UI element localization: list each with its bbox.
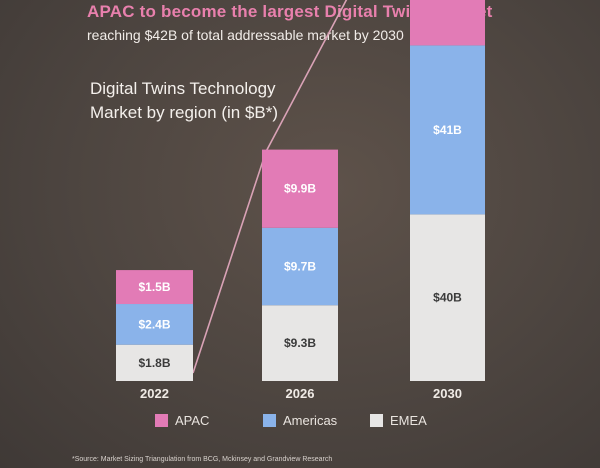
data-label-emea-2022: $1.8B bbox=[138, 356, 170, 370]
headline: APAC to become the largest Digital Twins… bbox=[87, 2, 493, 21]
legend-item-apac: APAC bbox=[155, 413, 209, 428]
legend-swatch-apac bbox=[155, 414, 168, 427]
bar-americas-2022 bbox=[116, 304, 193, 345]
source-footnote: *Source: Market Sizing Triangulation fro… bbox=[72, 456, 333, 463]
bar-labels-group: $1.8B $2.4B $1.5B 2022 $9.3B $9.7B $9.9B 2026 $4… bbox=[138, 123, 462, 401]
bars-group bbox=[116, 0, 485, 381]
bar-emea-2030 bbox=[410, 214, 485, 381]
bar-emea-2022 bbox=[116, 344, 193, 381]
data-label-apac-2022: $1.5B bbox=[138, 280, 170, 294]
subheadline: reaching $42B of total addressable marke… bbox=[87, 27, 404, 43]
legend-label-americas: Americas bbox=[283, 413, 338, 428]
legend-label-apac: APAC bbox=[175, 413, 210, 428]
chart-title-line-2: Market by region (in $B*) bbox=[90, 103, 279, 122]
bar-apac-2026 bbox=[262, 149, 338, 228]
bar-americas-2026 bbox=[262, 227, 338, 306]
legend-item-americas: Americas bbox=[263, 413, 337, 428]
legend-item-emea: EMEA bbox=[370, 413, 427, 428]
chart-title-line-1: Digital Twins Technology bbox=[90, 79, 276, 98]
data-label-emea-2026: $9.3B bbox=[284, 336, 316, 350]
data-label-americas-2030: $41B bbox=[433, 123, 462, 137]
legend-swatch-americas bbox=[263, 414, 276, 427]
data-label-americas-2022: $2.4B bbox=[138, 317, 170, 331]
x-tick-label-2022: 2022 bbox=[140, 386, 169, 401]
data-label-americas-2026: $9.7B bbox=[284, 260, 316, 274]
bar-emea-2026 bbox=[262, 305, 338, 381]
x-tick-label-2026: 2026 bbox=[286, 386, 315, 401]
chart-title: Digital Twins Technology Market by regio… bbox=[90, 77, 330, 125]
bar-americas-2030 bbox=[410, 45, 485, 215]
legend-label-emea: EMEA bbox=[390, 413, 427, 428]
legend-swatch-emea bbox=[370, 414, 383, 427]
x-tick-label-2030: 2030 bbox=[433, 386, 462, 401]
data-label-apac-2026: $9.9B bbox=[284, 182, 316, 196]
bar-apac-2022 bbox=[116, 270, 193, 305]
bar-apac-2030 bbox=[410, 0, 485, 46]
data-label-emea-2030: $40B bbox=[433, 291, 462, 305]
